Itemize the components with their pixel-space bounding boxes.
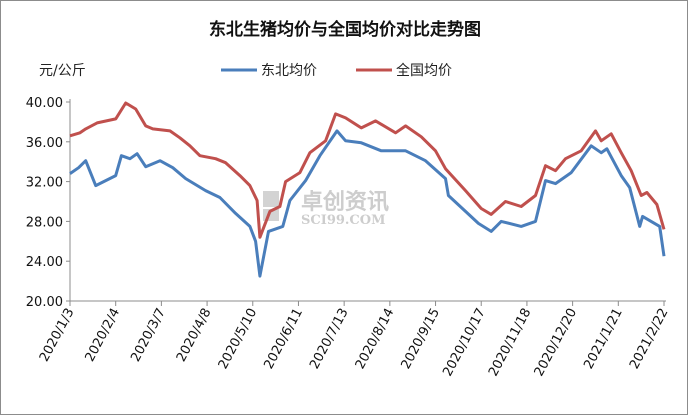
y-tick-label: 24.00: [26, 255, 63, 270]
x-tick-label: 2020/6/11: [261, 306, 306, 372]
x-tick-label: 2020/4/8: [174, 306, 215, 365]
x-tick-label: 2020/11/18: [486, 306, 534, 379]
x-tick-label: 2021/2/22: [627, 306, 672, 372]
watermark-en: SCI99.COM: [301, 213, 386, 228]
y-tick-label: 28.00: [26, 215, 63, 230]
x-tick-label: 2020/7/13: [307, 306, 352, 372]
legend-label-national: 全国均价: [396, 62, 452, 79]
series-lines: [69, 101, 666, 278]
x-tick-label: 2020/9/15: [399, 306, 444, 372]
x-tick-label: 2020/10/17: [440, 306, 488, 379]
x-tick-label: 2020/12/20: [532, 306, 580, 379]
y-tick-label: 40.00: [26, 96, 63, 111]
watermark-cn: 卓创资讯: [301, 190, 389, 215]
y-axis-unit: 元/公斤: [39, 63, 86, 79]
x-tick-label: 2020/5/10: [216, 306, 261, 372]
chart-title: 东北生猪均价与全国均价对比走势图: [209, 19, 481, 40]
legend-label-northeast: 东北均价: [261, 63, 317, 79]
y-tick-label: 36.00: [26, 136, 63, 151]
x-tick-label: 2020/1/3: [37, 306, 78, 365]
watermark-logo: [263, 191, 279, 207]
watermark: 卓创资讯 SCI99.COM: [263, 190, 389, 228]
series-line-northeast: [69, 129, 666, 278]
y-tick-label: 20.00: [26, 295, 63, 310]
x-tick-label: 2020/3/7: [128, 306, 169, 365]
y-tick-label: 32.00: [26, 176, 63, 191]
x-tick-label: 2020/2/4: [83, 306, 124, 365]
series-line-national: [69, 101, 666, 239]
x-tick-label: 2020/8/14: [353, 306, 398, 372]
x-tick-label: 2021/1/21: [581, 306, 626, 372]
legend: 东北均价 全国均价: [221, 62, 452, 79]
